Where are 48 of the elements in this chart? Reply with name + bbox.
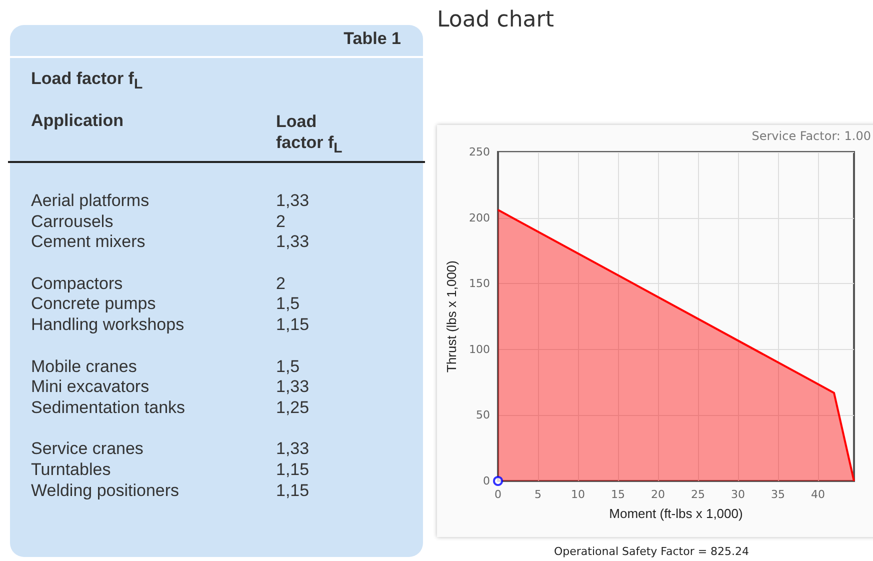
x-tick-label: 15: [611, 488, 625, 501]
x-tick-label: 35: [771, 488, 785, 501]
category-label: Handling workshops: [31, 315, 184, 335]
text: 1,33: [276, 377, 310, 396]
y-tick-label: 150: [469, 277, 490, 290]
category-label: Mini excavators: [31, 377, 150, 398]
text: Service Factor: 1.00: [752, 129, 872, 143]
text: 1,15: [276, 460, 310, 479]
text: 1,15: [276, 315, 310, 334]
text: 1,15: [276, 480, 310, 500]
category-label: Concrete pumps: [31, 294, 156, 314]
x-tick-label: 40: [811, 488, 825, 501]
y-tick-label: 250: [469, 146, 490, 158]
text: 1,5: [276, 294, 300, 314]
text: Load factor f$_{L}$: [276, 111, 344, 158]
category-label: Aerial platforms: [31, 191, 150, 211]
text: 1,5: [276, 356, 300, 376]
x-axis-title: Moment (ft-lbs x 1,000): [609, 506, 743, 521]
y-tick-label: 200: [469, 211, 490, 224]
y-axis-title: Thrust (lbs x 1,000): [444, 260, 460, 372]
category-label: Carrousels: [31, 212, 114, 232]
text: 1,33: [276, 191, 310, 210]
category-label: Cement mixers: [31, 232, 146, 252]
x-tick-label: 20: [651, 488, 665, 501]
x-tick-label: 0: [494, 488, 502, 501]
text: Application: [31, 111, 124, 131]
category-label: Mobile cranes: [31, 356, 137, 377]
text: 1,25: [276, 398, 310, 417]
y-tick-label: 50: [476, 408, 490, 422]
text: 1,33: [276, 232, 310, 252]
x-tick-label: 10: [571, 488, 585, 501]
text: Load factor f$_{L}$: [31, 69, 143, 92]
y-tick-label: 0: [483, 474, 490, 488]
category-label: Compactors: [31, 274, 123, 294]
x-tick-label: 30: [731, 488, 745, 501]
x-tick-label: 5: [534, 488, 542, 501]
text: 2: [276, 212, 286, 231]
category-label: Welding positioners: [31, 480, 180, 501]
category-label: Turntables: [31, 460, 111, 480]
text: Operational Safety Factor = 825.24: [554, 545, 750, 558]
x-tick-label: 25: [691, 488, 705, 501]
text: 1,33: [276, 439, 310, 458]
y-tick-label: 100: [469, 342, 490, 356]
text: 2: [276, 274, 286, 293]
category-label: Sedimentation tanks: [31, 398, 186, 418]
chart-title: Load chart: [437, 8, 554, 32]
text: Table 1: [344, 29, 401, 49]
category-label: Service cranes: [31, 439, 144, 460]
